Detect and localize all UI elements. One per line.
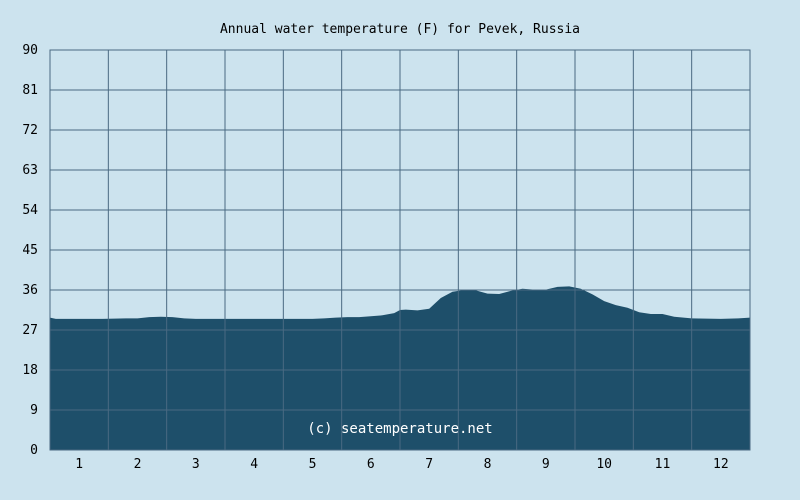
y-tick-label: 36 (22, 283, 38, 298)
y-tick-label: 90 (22, 43, 38, 58)
y-axis-ticks: 0 9 18 27 36 45 54 63 72 81 90 (22, 43, 38, 458)
x-tick-label: 11 (655, 457, 671, 472)
y-tick-label: 72 (22, 123, 38, 138)
x-tick-label: 5 (309, 457, 317, 472)
x-tick-label: 6 (367, 457, 375, 472)
x-axis-ticks: 1 2 3 4 5 6 7 8 9 10 11 12 (75, 457, 728, 472)
x-tick-label: 3 (192, 457, 200, 472)
x-tick-label: 12 (713, 457, 729, 472)
y-tick-label: 18 (22, 363, 38, 378)
y-tick-label: 81 (22, 83, 38, 98)
chart-title: Annual water temperature (F) for Pevek, … (220, 22, 580, 37)
x-tick-label: 8 (484, 457, 492, 472)
x-tick-label: 1 (75, 457, 83, 472)
watermark: (c) seatemperature.net (307, 421, 492, 437)
plot-border (49, 49, 751, 451)
y-tick-label: 54 (22, 203, 38, 218)
x-tick-label: 7 (425, 457, 433, 472)
x-tick-label: 9 (542, 457, 550, 472)
y-tick-label: 9 (30, 403, 38, 418)
x-tick-label: 10 (596, 457, 612, 472)
x-tick-label: 2 (134, 457, 142, 472)
y-tick-label: 0 (30, 443, 38, 458)
y-tick-label: 27 (22, 323, 38, 338)
y-tick-label: 63 (22, 163, 38, 178)
y-tick-label: 45 (22, 243, 38, 258)
x-tick-label: 4 (250, 457, 258, 472)
